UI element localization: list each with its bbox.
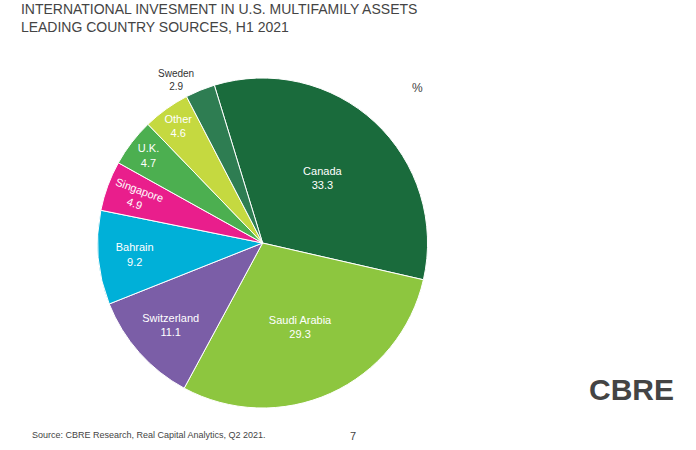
svg-text:Canada33.3: Canada33.3 <box>303 165 342 191</box>
svg-text:Bahrain9.2: Bahrain9.2 <box>116 241 154 267</box>
svg-text:Saudi Arabia29.3: Saudi Arabia29.3 <box>269 314 332 340</box>
svg-text:Source: CBRE Research, Real Ca: Source: CBRE Research, Real Capital Anal… <box>32 430 266 440</box>
svg-text:INTERNATIONAL INVESMENT IN U.S: INTERNATIONAL INVESMENT IN U.S. MULTIFAM… <box>21 1 417 35</box>
svg-text:%: % <box>412 81 423 95</box>
svg-text:CBRE: CBRE <box>589 373 674 406</box>
svg-text:Sweden2.9: Sweden2.9 <box>158 68 194 92</box>
svg-text:Other4.6: Other4.6 <box>164 113 192 139</box>
svg-text:Switzerland11.1: Switzerland11.1 <box>142 312 199 338</box>
svg-text:7: 7 <box>350 430 356 442</box>
svg-text:U.K.4.7: U.K.4.7 <box>138 142 159 168</box>
html-text:Singapore: Singapore <box>114 175 166 205</box>
html-text:4.9: 4.9 <box>125 195 144 212</box>
